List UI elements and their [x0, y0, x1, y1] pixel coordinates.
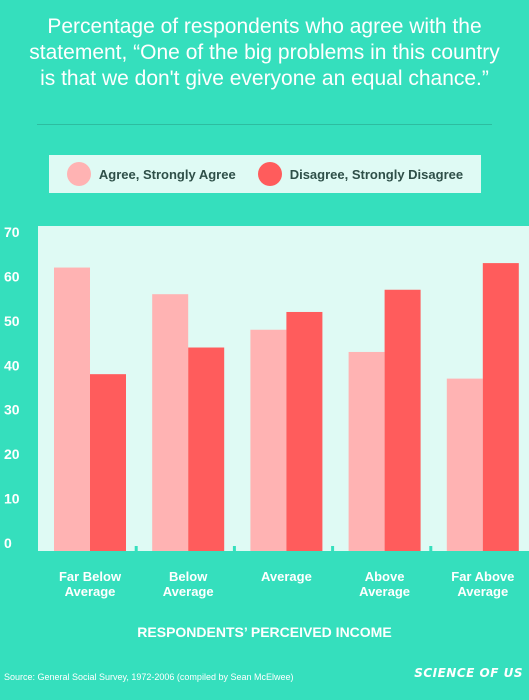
legend-label-disagree: Disagree, Strongly Disagree — [289, 166, 464, 182]
title-divider — [37, 124, 492, 125]
legend: Agree, Strongly Agree Disagree, Strongly… — [49, 155, 481, 193]
chart-title: Percentage of respondents who agree with… — [0, 14, 529, 92]
x-tick-mark — [429, 546, 433, 551]
x-tick-label: Average — [163, 584, 214, 599]
y-tick-label: 40 — [4, 357, 20, 373]
y-tick-label: 30 — [4, 402, 20, 418]
title-line-3: is that we don't give everyone an equal … — [40, 67, 489, 90]
x-tick-label: Average — [261, 569, 312, 584]
y-tick-label: 60 — [4, 268, 20, 284]
bar-agree — [250, 329, 287, 551]
bar-disagree — [482, 263, 519, 551]
bar-disagree — [384, 289, 421, 551]
legend-item-agree: Agree, Strongly Agree — [66, 162, 236, 186]
y-tick-label: 50 — [4, 313, 20, 329]
source-note: Source: General Social Survey, 1972-2006… — [4, 672, 294, 682]
legend-item-disagree: Disagree, Strongly Disagree — [257, 162, 464, 186]
brand-logo: SCIENCE OF US — [414, 666, 523, 680]
y-tick-label: 0 — [4, 535, 12, 551]
bar-agree — [54, 267, 90, 551]
x-tick-mark — [331, 546, 335, 551]
x-tick-label: Below — [169, 569, 208, 584]
legend-label-agree: Agree, Strongly Agree — [98, 166, 236, 182]
title-line-1: Percentage of respondents who agree with… — [47, 15, 482, 38]
bar-agree — [152, 294, 189, 551]
legend-swatch-agree — [66, 162, 91, 186]
bar-disagree — [188, 347, 225, 551]
y-tick-label: 10 — [4, 491, 20, 507]
title-line-2: statement, “One of the big problems in t… — [29, 41, 500, 64]
bar-disagree — [286, 311, 323, 551]
x-tick-label: Above — [365, 569, 405, 584]
x-tick-label: Far Below — [59, 569, 122, 584]
bar-disagree — [90, 374, 126, 551]
legend-swatch-disagree — [257, 162, 282, 186]
bar-agree — [446, 378, 483, 551]
x-tick-label: Average — [65, 584, 116, 599]
x-tick-label: Far Above — [451, 569, 514, 584]
x-tick-label: Average — [457, 584, 508, 599]
x-tick-mark — [232, 546, 236, 551]
y-tick-label: 70 — [4, 224, 20, 240]
x-tick-label: Average — [359, 584, 410, 599]
x-axis-title: RESPONDENTS’ PERCEIVED INCOME — [137, 624, 392, 640]
y-tick-label: 20 — [4, 446, 20, 462]
x-tick-mark — [134, 546, 138, 551]
bar-agree — [348, 351, 385, 551]
